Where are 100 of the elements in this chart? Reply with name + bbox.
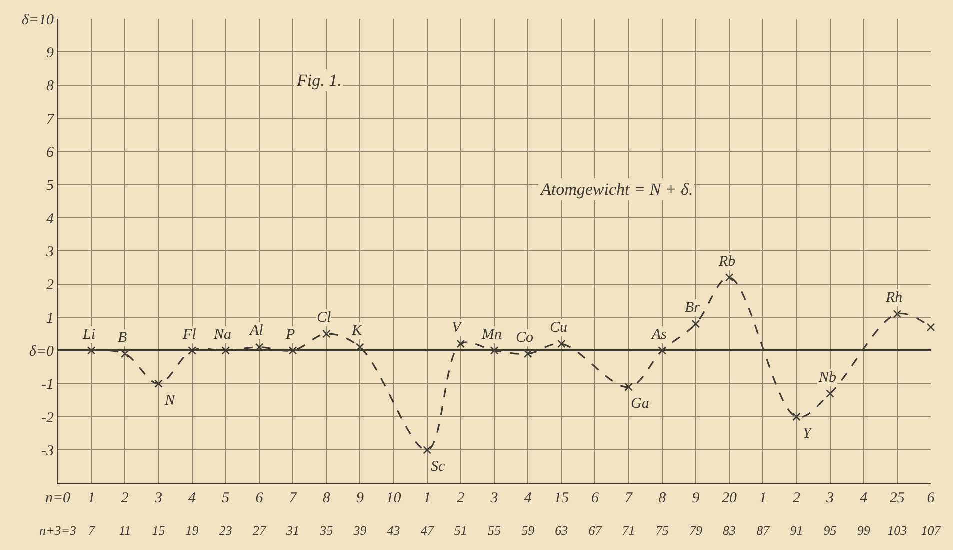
- point: [558, 340, 566, 348]
- x-tick-label: 2: [121, 490, 130, 506]
- y-tick-label: 3: [46, 244, 54, 260]
- data-label: Rb: [718, 254, 736, 270]
- x2-tick-label: 91: [790, 523, 804, 538]
- data-label: Nb: [818, 370, 838, 386]
- x2-tick-label: 43: [387, 523, 401, 538]
- x-tick-label: 9: [356, 490, 364, 506]
- data-label: Cu: [550, 320, 568, 336]
- point: [826, 390, 834, 398]
- x2-tick-label: 107: [921, 523, 942, 538]
- x2-tick-label: 79: [689, 523, 703, 538]
- data-label: Y: [803, 426, 813, 442]
- y-tick-label: 6: [46, 144, 54, 161]
- y-tick-label: 5: [46, 178, 54, 194]
- point: [456, 340, 466, 348]
- point: [288, 346, 298, 355]
- x-tick-label: 4: [524, 490, 532, 506]
- x-tick-label: 6: [927, 490, 936, 506]
- data-label: Fl: [182, 327, 196, 343]
- x-tick-label: 1: [759, 490, 767, 506]
- x-tick-label: 4: [860, 490, 868, 506]
- x2-tick-label: 63: [555, 523, 569, 538]
- x-tick-label: 6: [256, 490, 264, 506]
- point: [87, 346, 96, 355]
- x-tick-label: 7: [625, 490, 634, 506]
- data-label: Br: [685, 300, 700, 316]
- y-tick-label: δ=0: [29, 344, 54, 360]
- y-tick-label: -3: [42, 443, 54, 460]
- x2-tick-label: 35: [319, 523, 334, 538]
- data-label: P: [285, 327, 296, 343]
- point: [725, 274, 734, 282]
- x2-tick-label: 59: [522, 523, 536, 538]
- point: [624, 383, 633, 392]
- x2-tick-label: 39: [352, 523, 368, 538]
- data-label: Li: [82, 327, 96, 343]
- y-tick-label: -2: [42, 410, 54, 426]
- x2-tick-label: 75: [656, 523, 670, 538]
- data-label: V: [452, 320, 463, 336]
- data-label: Al: [249, 323, 264, 339]
- data-label: Rh: [885, 290, 903, 306]
- x-tick-label: 5: [222, 490, 230, 506]
- point: [154, 380, 163, 388]
- y-tick-label: 7: [46, 112, 56, 128]
- x2-tick-label: 71: [622, 523, 636, 538]
- x2-tick-label: 23: [219, 523, 233, 538]
- x-tick-label: 20: [722, 490, 738, 506]
- annotation: Fig. 1.: [296, 71, 342, 90]
- y-tick-label: -1: [42, 377, 54, 394]
- data-label: Co: [516, 330, 534, 346]
- y-tick-label: δ=10: [22, 12, 54, 28]
- x2-tick-label: n+3=3: [39, 523, 78, 538]
- x-tick-label: 6: [591, 490, 600, 506]
- x-tick-label: n=0: [45, 490, 72, 506]
- x2-tick-label: 51: [454, 523, 468, 538]
- data-label: Na: [213, 327, 232, 343]
- x-tick-label: 10: [386, 490, 402, 506]
- data-label: Cl: [317, 310, 332, 326]
- x2-tick-label: 55: [488, 523, 502, 538]
- x-tick-label: 3: [490, 490, 498, 506]
- x-tick-label: 8: [322, 490, 331, 506]
- x2-tick-label: 47: [420, 523, 434, 538]
- x2-tick-label: 87: [756, 523, 770, 538]
- x-tick-label: 4: [188, 490, 197, 506]
- data-label: N: [164, 393, 176, 409]
- x2-tick-label: 31: [286, 523, 300, 538]
- y-tick-label: 4: [46, 211, 54, 228]
- y-tick-label: 8: [46, 78, 54, 95]
- data-label: Mn: [481, 327, 502, 343]
- point: [188, 346, 196, 355]
- point: [792, 412, 801, 422]
- data-label: Ga: [631, 396, 650, 412]
- point: [222, 346, 230, 355]
- x2-tick-label: 99: [857, 523, 871, 538]
- data-label: B: [118, 330, 128, 346]
- x-tick-label: 2: [457, 490, 466, 506]
- data-label: Sc: [431, 459, 446, 475]
- point: [692, 320, 700, 328]
- point: [926, 323, 936, 332]
- point: [322, 330, 331, 338]
- y-tick-label: 2: [46, 278, 54, 294]
- point: [893, 310, 902, 318]
- x-tick-label: 15: [554, 490, 570, 506]
- x2-tick-label: 19: [186, 523, 200, 538]
- x2-tick-label: 11: [119, 523, 132, 538]
- x-tick-label: 8: [658, 490, 667, 506]
- x-tick-label: 7: [289, 490, 298, 506]
- x2-tick-label: 83: [723, 523, 737, 538]
- annotation: Atomgewicht = N + δ.: [540, 180, 694, 199]
- x-tick-label: 3: [826, 490, 834, 506]
- x-tick-label: 1: [424, 490, 432, 506]
- x2-tick-label: 103: [888, 523, 908, 538]
- point: [490, 346, 499, 355]
- data-label: K: [351, 323, 363, 339]
- y-tick-label: 9: [46, 45, 54, 62]
- data-label: As: [651, 327, 668, 343]
- x-tick-label: 1: [88, 490, 96, 506]
- x2-tick-label: 67: [588, 523, 602, 538]
- x2-tick-label: 95: [824, 523, 838, 538]
- y-tick-label: 1: [46, 310, 54, 327]
